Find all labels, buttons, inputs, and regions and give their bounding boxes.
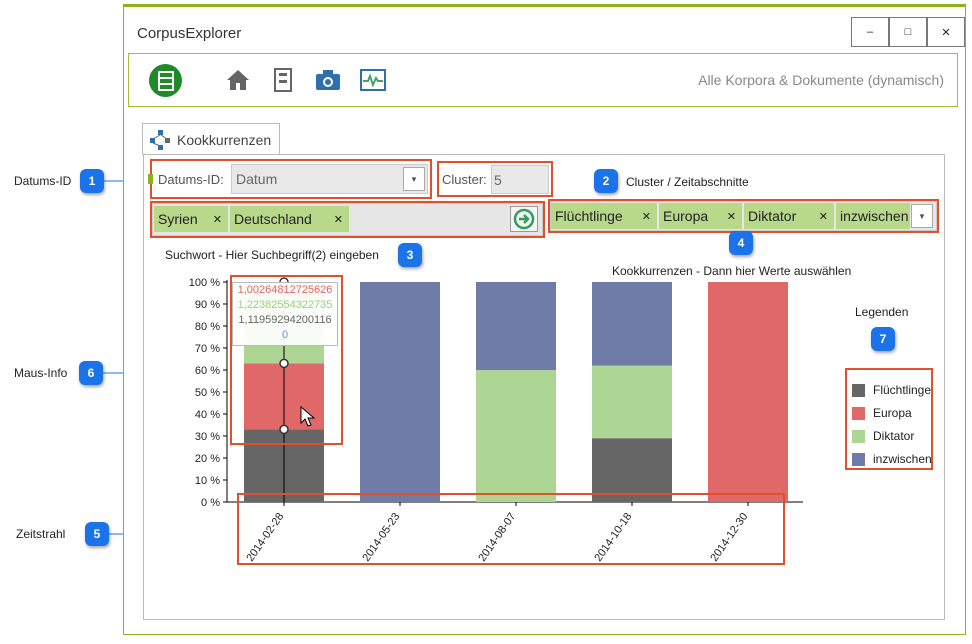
values-hint: Kookkurrenzen - Dann hier Werte auswähle… xyxy=(612,264,852,278)
bar-segment xyxy=(592,438,672,502)
cluster-highlight xyxy=(437,161,553,197)
legend-title: Legenden xyxy=(855,305,909,319)
callout-badge-4: 4 xyxy=(729,231,753,255)
remove-tag-icon[interactable]: ✕ xyxy=(333,213,343,226)
legend-item-fluechtlinge: Flüchtlinge xyxy=(852,383,931,397)
callout-badge-3: 3 xyxy=(398,243,422,267)
callout-label-2: Cluster / Zeitabschnitte xyxy=(626,175,749,189)
y-tick-label: 20 % xyxy=(195,453,220,465)
search-tag-input[interactable]: Syrien ✕ Deutschland ✕ xyxy=(152,203,543,236)
callout-label-6: Maus-Info xyxy=(14,366,68,380)
datums-id-select[interactable]: Datum ▼ xyxy=(231,164,428,194)
y-tick-label: 70 % xyxy=(195,343,220,355)
remove-tag-icon[interactable]: ✕ xyxy=(212,213,222,226)
timeline-highlight xyxy=(237,493,785,565)
remove-tag-icon[interactable]: ✕ xyxy=(726,210,736,223)
tooltip-value-inzwischen: 0 xyxy=(281,329,289,341)
search-hint: Suchwort - Hier Suchbegriff(2) eingeben xyxy=(165,248,379,262)
legend-item-diktator: Diktator xyxy=(852,429,914,443)
y-tick-label: 50 % xyxy=(195,387,220,399)
search-tag[interactable]: Deutschland ✕ xyxy=(230,206,349,232)
close-button[interactable]: ✕ xyxy=(927,17,965,47)
bar-segment xyxy=(476,282,556,370)
toolbar: Alle Korpora & Dokumente (dynamisch) xyxy=(128,53,958,107)
hover-point xyxy=(279,424,289,435)
remove-tag-icon[interactable]: ✕ xyxy=(641,210,651,223)
value-tag[interactable]: Flüchtlinge ✕ xyxy=(551,203,657,229)
callout-badge-2: 2 xyxy=(594,169,618,193)
callout-badge-7: 7 xyxy=(871,327,895,351)
y-tick-label: 60 % xyxy=(195,365,220,377)
bar-segment xyxy=(592,282,672,366)
tooltip-value-europa: 1,00264812725626 xyxy=(237,284,333,296)
go-button[interactable] xyxy=(510,206,538,232)
legend-item-europa: Europa xyxy=(852,406,912,420)
chevron-down-icon[interactable]: ▼ xyxy=(911,204,933,228)
value-tag[interactable]: Diktator ✕ xyxy=(744,203,834,229)
tooltip-value-fluechtlinge: 1,11959294200116 xyxy=(238,314,332,326)
legend-highlight xyxy=(845,368,933,470)
y-tick-label: 30 % xyxy=(195,431,220,443)
remove-tag-icon[interactable]: ✕ xyxy=(818,210,828,223)
cluster-value: 5 xyxy=(494,172,502,188)
bar-segment xyxy=(708,282,788,502)
hover-point xyxy=(279,358,289,369)
callout-label-5: Zeitstrahl xyxy=(16,527,66,541)
value-tag[interactable]: Europa ✕ xyxy=(659,203,742,229)
cluster-label: Cluster: xyxy=(442,172,487,187)
tooltip-value-diktator: 1,22382554322735 xyxy=(237,299,333,311)
maximize-button[interactable]: □ xyxy=(889,17,927,47)
y-tick-label: 100 % xyxy=(189,277,220,289)
bar-segment xyxy=(592,365,672,439)
legend-item-inzwischen: inzwischen xyxy=(852,452,932,466)
callout-label-1: Datums-ID xyxy=(14,174,72,188)
cluster-input[interactable]: 5 xyxy=(491,165,549,194)
callout-badge-6: 6 xyxy=(79,361,103,385)
callout-badge-5: 5 xyxy=(85,522,109,546)
search-highlight xyxy=(150,201,545,238)
value-tag[interactable]: inzwischen xyxy=(836,203,910,229)
datums-id-value: Datum xyxy=(236,171,278,187)
bar-segment xyxy=(476,370,556,502)
tab-kookkurrenzen[interactable]: Kookkurrenzen xyxy=(142,123,280,155)
minimize-button[interactable]: – xyxy=(851,17,889,47)
mouse-info-highlight xyxy=(230,275,343,445)
network-icon xyxy=(150,129,170,150)
home-icon[interactable] xyxy=(225,67,251,93)
camera-icon[interactable] xyxy=(315,67,341,93)
document-icon[interactable] xyxy=(270,67,296,93)
arrow-right-circle-icon xyxy=(513,208,535,230)
mouse-cursor-icon xyxy=(300,406,316,427)
y-tick-label: 90 % xyxy=(195,299,220,311)
monitor-icon[interactable] xyxy=(360,67,386,93)
bar-segment xyxy=(360,282,440,502)
mouse-info-tooltip: 1,00264812725626 1,22382554322735 1,1195… xyxy=(232,282,338,346)
search-tag[interactable]: Syrien ✕ xyxy=(154,206,228,232)
tab-label: Kookkurrenzen xyxy=(177,131,272,148)
corpus-scope-label: Alle Korpora & Dokumente (dynamisch) xyxy=(698,72,944,88)
y-tick-label: 0 % xyxy=(201,497,220,509)
database-icon[interactable] xyxy=(149,64,182,97)
accent-marker xyxy=(148,174,153,184)
y-tick-label: 40 % xyxy=(195,409,220,421)
chevron-down-icon[interactable]: ▼ xyxy=(403,167,425,191)
y-tick-label: 10 % xyxy=(195,475,220,487)
window-title: CorpusExplorer xyxy=(137,25,242,42)
y-tick-label: 80 % xyxy=(195,321,220,333)
callout-badge-1: 1 xyxy=(80,169,104,193)
datums-id-label: Datums-ID: xyxy=(158,172,224,187)
value-tag-input[interactable]: Flüchtlinge ✕ Europa ✕ Diktator ✕ inzwische… xyxy=(550,201,937,231)
